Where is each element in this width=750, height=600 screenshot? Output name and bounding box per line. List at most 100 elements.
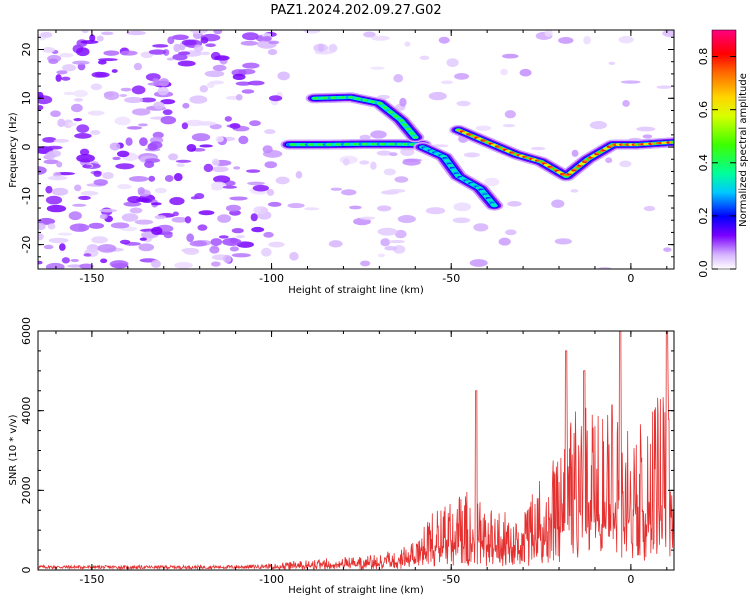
heatmap-noise-blob [45,185,53,194]
heatmap-noise-blob [69,223,90,232]
heatmap-noise-blob [174,261,193,269]
heatmap-noise-blob [51,187,69,196]
heatmap-noise-blob [359,134,371,141]
heatmap-noise-blob [157,86,169,96]
heatmap-noise-blob [73,117,83,122]
heatmap-noise-blob [314,50,334,55]
heatmap-noise-blob [268,95,283,102]
heatmap-noise-blob [46,204,67,213]
heatmap-y-tick-label-2: 0 [20,144,33,151]
heatmap-noise-blob [191,133,211,142]
heatmap-noise-blob [289,252,299,261]
heatmap-noise-blob [110,222,130,229]
heatmap-noise-blob [383,168,396,176]
heatmap-noise-blob [261,247,272,257]
heatmap-noise-blob [218,235,229,239]
heatmap-noise-blob [473,223,489,232]
heatmap-noise-blob [380,238,391,247]
heatmap-x-tick-label-0: -150 [79,272,104,285]
colorbar-label: Normalized spectral amplitude [738,73,749,227]
heatmap-noise-blob [241,89,255,94]
snr-y-tick-label-2: 4000 [20,397,33,425]
heatmap-noise-blob [330,187,343,191]
heatmap-noise-blob [224,116,232,122]
heatmap-noise-blob [38,222,46,231]
heatmap-noise-blob [235,234,246,239]
heatmap-noise-blob [456,100,471,107]
heatmap-noise-blob [446,58,459,68]
heatmap-noise-blob [149,141,163,149]
heatmap-noise-blob [124,96,144,104]
heatmap-noise-blob [317,44,325,52]
heatmap-noise-blob [133,62,143,71]
heatmap-noise-blob [370,35,390,41]
heatmap-noise-blob [182,102,190,109]
heatmap-noise-blob [91,236,108,244]
heatmap-noise-blob [167,36,175,45]
heatmap-layer [38,30,674,269]
snr-x-tick-label-2: -50 [442,573,460,586]
heatmap-noise-blob [370,130,387,139]
heatmap-noise-blob [222,254,232,264]
heatmap-noise-blob [643,205,656,212]
heatmap-noise-blob [40,31,53,38]
colorbar-tick-label-4: 0.8 [697,48,710,66]
heatmap-noise-blob [168,153,179,161]
heatmap-noise-blob [249,120,261,127]
heatmap-noise-blob [370,161,377,170]
heatmap-noise-blob [45,195,63,205]
heatmap-noise-blob [78,195,91,201]
heatmap-noise-blob [376,150,392,156]
heatmap-noise-blob [359,216,376,220]
heatmap-noise-blob [163,231,173,239]
heatmap-noise-blob [38,260,43,265]
heatmap-noise-blob [505,229,517,236]
heatmap-noise-blob [99,213,108,220]
heatmap-noise-blob [50,110,61,118]
heatmap-y-tick-label-1: -10 [20,187,33,205]
heatmap-noise-blob [663,247,672,252]
snr-axes: -150 -100 -50 0 0 2000 4000 6000 [20,317,674,586]
heatmap-y-axis-label: Frequency (Hz) [8,112,19,188]
heatmap-noise-blob [212,64,227,72]
heatmap-noise-blob [519,68,532,77]
heatmap-x-tick-label-2: -50 [442,272,460,285]
heatmap-noise-blob [47,175,68,181]
heatmap-noise-blob [198,210,215,216]
heatmap-noise-blob [79,263,94,269]
heatmap-noise-blob [377,227,398,236]
heatmap-noise-blob [59,52,74,58]
heatmap-noise-blob [619,160,632,168]
heatmap-noise-blob [384,246,398,251]
heatmap-noise-blob [162,109,173,116]
heatmap-noise-blob [76,124,90,133]
heatmap-noise-blob [71,103,83,113]
heatmap-noise-blob [469,259,488,267]
heatmap-noise-blob [131,108,151,116]
colorbar-tick-label-3: 0.6 [697,101,710,119]
heatmap-noise-blob [370,66,385,70]
heatmap-noise-blob [127,195,142,203]
heatmap-noise-blob [217,214,232,223]
heatmap-noise-blob [184,216,192,224]
heatmap-noise-blob [89,34,96,42]
heatmap-y-tick-label-0: -20 [20,236,33,254]
heatmap-noise-blob [387,188,406,193]
heatmap-noise-blob [139,97,157,103]
snr-y-tick-label-3: 6000 [20,317,33,345]
snr-x-tick-label-0: -150 [79,573,104,586]
heatmap-noise-blob [171,34,189,40]
heatmap-noise-blob [246,169,261,173]
heatmap-noise-blob [377,205,392,212]
heatmap-noise-blob [93,170,102,177]
heatmap-noise-blob [87,110,105,116]
heatmap-noise-blob [210,261,221,267]
heatmap-noise-blob [229,122,241,129]
heatmap-noise-blob [425,207,446,215]
heatmap-noise-blob [81,30,89,34]
heatmap-noise-blob [43,159,59,165]
colorbar-tick-label-0: 0.0 [697,260,710,278]
heatmap-noise-blob [507,201,522,207]
heatmap-noise-blob [53,138,70,143]
